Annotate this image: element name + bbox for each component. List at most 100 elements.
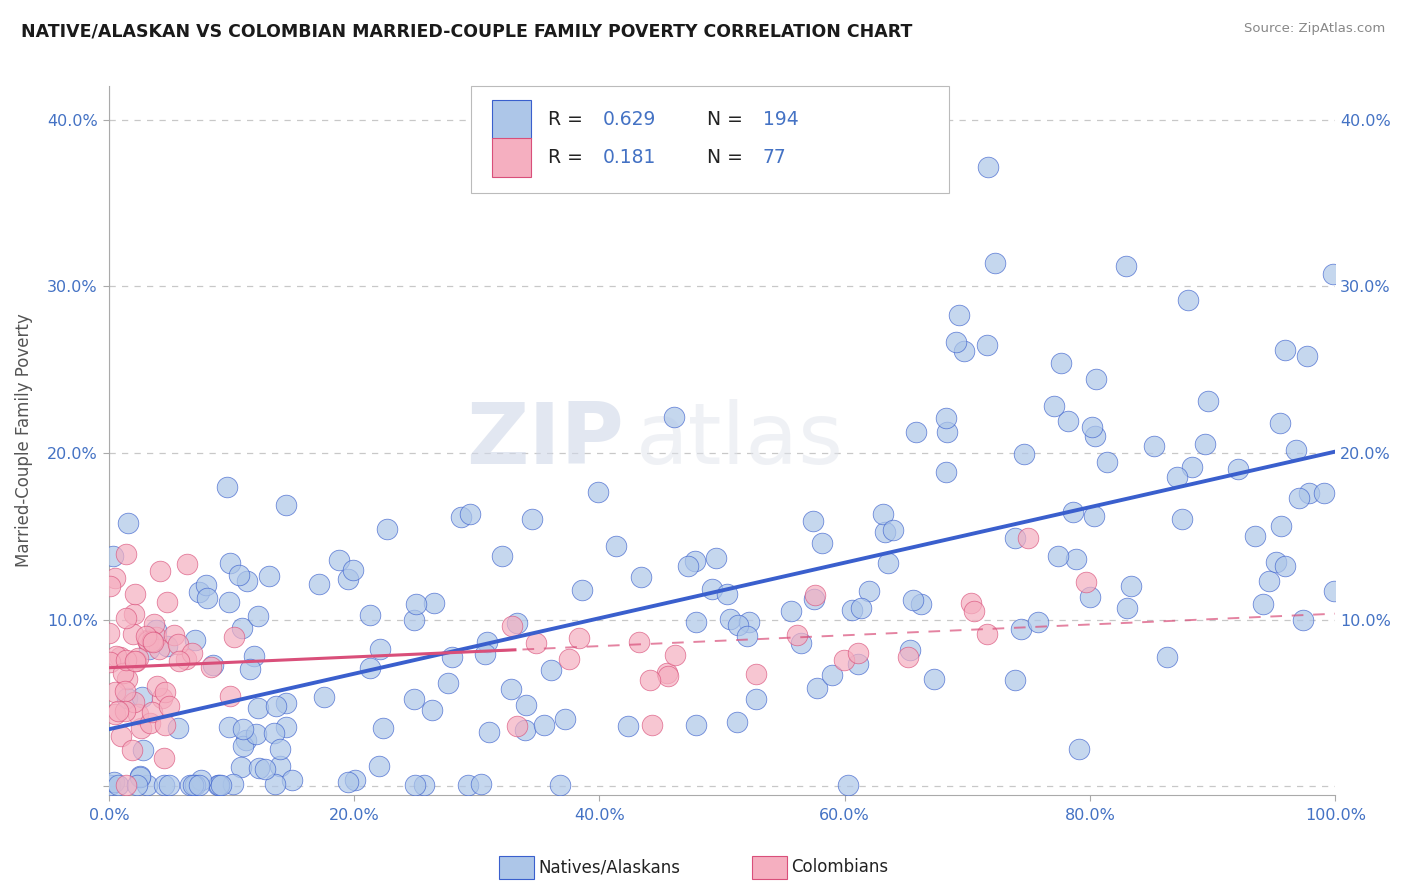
- Point: [948, 308, 970, 322]
- Point: [1046, 549, 1069, 563]
- Point: [655, 665, 678, 680]
- Point: [135, 629, 157, 643]
- Point: [571, 583, 593, 598]
- Point: [837, 778, 859, 792]
- Point: [129, 768, 152, 782]
- Point: [124, 695, 146, 709]
- Point: [786, 628, 808, 642]
- Point: [832, 653, 855, 667]
- Point: [157, 778, 180, 792]
- Point: [124, 654, 146, 668]
- Text: N =: N =: [707, 110, 749, 129]
- Point: [228, 568, 250, 582]
- Point: [849, 600, 872, 615]
- Point: [153, 778, 176, 792]
- Point: [499, 681, 522, 696]
- Point: [904, 425, 927, 439]
- Point: [558, 652, 581, 666]
- Point: [138, 715, 160, 730]
- Bar: [492, 137, 530, 177]
- Point: [977, 160, 1000, 174]
- Point: [935, 411, 957, 425]
- Text: 194: 194: [762, 110, 799, 129]
- Point: [1064, 552, 1087, 566]
- Point: [1115, 600, 1137, 615]
- Point: [342, 563, 364, 577]
- Point: [246, 608, 269, 623]
- Point: [124, 587, 146, 601]
- Point: [146, 679, 169, 693]
- Point: [1258, 574, 1281, 588]
- Point: [474, 647, 496, 661]
- Point: [128, 770, 150, 784]
- Point: [114, 778, 136, 792]
- Point: [153, 751, 176, 765]
- Point: [1170, 512, 1192, 526]
- Point: [108, 650, 131, 665]
- Point: [110, 729, 132, 743]
- Point: [718, 612, 741, 626]
- Point: [207, 778, 229, 792]
- Point: [1295, 349, 1317, 363]
- Point: [1004, 531, 1026, 545]
- Point: [404, 613, 426, 627]
- Point: [368, 642, 391, 657]
- Point: [1078, 590, 1101, 604]
- Point: [127, 706, 149, 721]
- Point: [725, 714, 748, 729]
- Point: [176, 557, 198, 571]
- Point: [846, 657, 869, 671]
- Point: [706, 551, 728, 566]
- Point: [745, 692, 768, 706]
- Point: [420, 703, 443, 717]
- Point: [218, 556, 240, 570]
- Point: [157, 699, 180, 714]
- Point: [131, 690, 153, 704]
- Point: [1010, 622, 1032, 636]
- Point: [897, 649, 920, 664]
- Point: [491, 549, 513, 563]
- Point: [1313, 486, 1336, 500]
- Point: [1004, 673, 1026, 687]
- Point: [685, 718, 707, 732]
- Point: [266, 699, 288, 714]
- Point: [359, 608, 381, 623]
- Point: [811, 536, 834, 550]
- Text: ZIP: ZIP: [467, 399, 624, 482]
- Point: [457, 778, 479, 792]
- Point: [115, 691, 138, 706]
- Point: [1270, 518, 1292, 533]
- Point: [202, 657, 225, 672]
- Bar: [492, 100, 530, 139]
- Point: [218, 720, 240, 734]
- Point: [910, 597, 932, 611]
- Text: R =: R =: [548, 110, 589, 129]
- Point: [129, 722, 152, 736]
- Point: [505, 719, 527, 733]
- Point: [458, 508, 481, 522]
- Point: [207, 778, 229, 792]
- Point: [945, 335, 967, 350]
- Point: [1067, 742, 1090, 756]
- Point: [858, 583, 880, 598]
- Point: [1285, 443, 1308, 458]
- Point: [1095, 455, 1118, 469]
- Point: [122, 627, 145, 641]
- Point: [737, 629, 759, 643]
- Point: [641, 717, 664, 731]
- Point: [1268, 417, 1291, 431]
- Point: [935, 425, 957, 440]
- Point: [441, 650, 464, 665]
- Point: [1081, 420, 1104, 434]
- Point: [1227, 462, 1250, 476]
- Point: [685, 615, 707, 630]
- Point: [875, 524, 897, 539]
- Point: [872, 507, 894, 521]
- Text: 0.629: 0.629: [603, 110, 657, 129]
- Point: [1062, 505, 1084, 519]
- Point: [174, 652, 197, 666]
- Point: [190, 772, 212, 787]
- Point: [605, 539, 627, 553]
- Point: [263, 725, 285, 739]
- Point: [727, 618, 749, 632]
